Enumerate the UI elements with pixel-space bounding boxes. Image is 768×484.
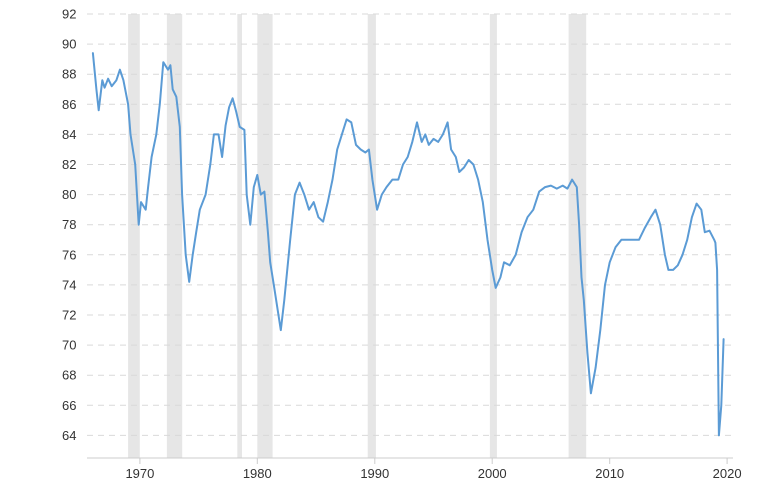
y-tick-label: 66 <box>62 398 76 413</box>
x-tick-label: 2000 <box>478 466 507 481</box>
y-tick-label: 82 <box>62 157 76 172</box>
y-tick-label: 78 <box>62 217 76 232</box>
y-tick-label: 88 <box>62 67 76 82</box>
y-tick-label: 70 <box>62 338 76 353</box>
recession-band-1 <box>166 14 183 458</box>
y-tick-label: 74 <box>62 277 76 292</box>
y-tick-label: 76 <box>62 247 76 262</box>
y-tick-label: 86 <box>62 97 76 112</box>
y-tick-label: 90 <box>62 37 76 52</box>
series-layer <box>91 52 725 437</box>
grid-lines <box>87 13 733 436</box>
y-axis-ticks: 92 90 88 86 84 82 80 78 76 74 72 70 68 66 64 <box>62 7 76 443</box>
recession-band-4 <box>367 14 376 458</box>
y-tick-label: 80 <box>62 187 76 202</box>
recession-band-6 <box>568 14 587 458</box>
y-tick-label: 68 <box>62 368 76 383</box>
x-tick-label: 2020 <box>713 466 742 481</box>
x-tick-label: 1980 <box>243 466 272 481</box>
recession-band-0 <box>128 14 140 458</box>
recession-band-3 <box>257 14 273 458</box>
recession-band-5 <box>489 14 497 458</box>
x-tick-label: 1970 <box>125 466 154 481</box>
recession-bands <box>128 14 587 458</box>
y-tick-label: 72 <box>62 308 76 323</box>
y-tick-label: 92 <box>62 7 76 22</box>
y-tick-label: 84 <box>62 127 76 142</box>
recession-band-2 <box>237 14 242 458</box>
y-tick-label: 64 <box>62 428 76 443</box>
series-line-0 <box>91 52 725 437</box>
x-tick-label: 1990 <box>360 466 389 481</box>
x-axis-ticks: 1970 1980 1990 2000 2010 2020 <box>87 457 742 481</box>
x-tick-label: 2010 <box>595 466 624 481</box>
